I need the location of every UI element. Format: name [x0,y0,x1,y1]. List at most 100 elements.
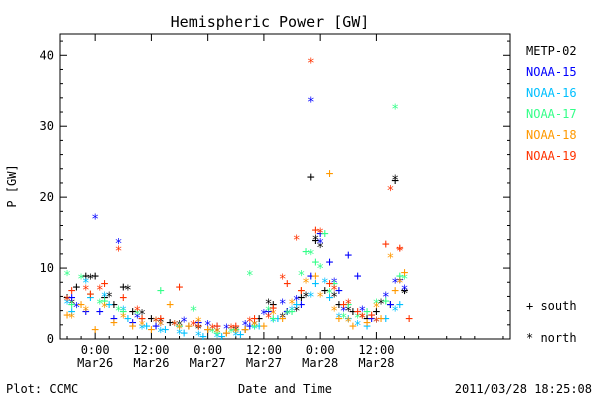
south-point: + [138,312,146,327]
south-point: + [344,248,352,263]
south-point: + [232,322,240,337]
south-point: + [68,298,76,313]
south-point: + [124,312,132,327]
south-point: + [382,237,390,252]
north-point: * [194,329,202,344]
south-point: + [307,269,315,284]
south-point: + [396,298,404,313]
y-tick-label: 20 [40,190,54,204]
north-point: * [279,298,287,313]
y-axis: 0 10 20 30 40 [40,40,510,346]
north-point: * [358,312,366,327]
x-tick-date-label: Mar26 [77,356,113,370]
north-point: * [194,315,202,330]
x-tick-time-label: 12:00 [133,343,169,357]
north-point: * [297,269,305,284]
north-point: * [68,312,76,327]
south-point: + [82,269,90,284]
north-point: * [293,305,301,320]
south-point: + [147,312,155,327]
north-point: * [232,326,240,341]
north-point: * [157,326,165,341]
north-point: * [391,276,399,291]
north-point: * [401,283,409,298]
south-point: + [72,280,80,295]
north-point: * [387,251,395,266]
north-point: * [246,269,254,284]
north-point: * [358,312,366,327]
north-point: * [401,287,409,302]
plot-frame [59,33,511,340]
south-point: + [297,298,305,313]
data-marks: +++ ++ +++ + + + + + +++ ++++++ + + + +++*** ** * * * * * **… [63,56,413,346]
north-point: * [82,305,90,320]
south-point: + [354,269,362,284]
south-point: + [162,322,170,337]
x-tick-time-label: 0:00 [81,343,110,357]
north-point: * [241,319,249,334]
north-point: * [119,305,127,320]
x-tick-time-label: 0:00 [193,343,222,357]
south-point: + [326,276,334,291]
north-point: * [312,234,320,249]
south-point: + [143,319,151,334]
north-point: * [105,290,113,305]
north-point: * [293,234,301,249]
south-point: + [87,290,95,305]
legend: METP-02 NOAA-15 NOAA-16 NOAA-17 NOAA-18 NOAA-… [526,44,577,163]
south-point: + [396,241,404,256]
north-point: * [87,273,95,288]
north-point: * [344,315,352,330]
south-point: + [354,305,362,320]
marker-legend: + south * north [526,299,577,345]
north-point: * [232,324,240,339]
north-point: * [387,184,395,199]
south-point: + [91,269,99,284]
south-point: + [387,298,395,313]
x-tick-time-label: 12:00 [358,343,394,357]
south-point: + [269,301,277,316]
south-point: + [194,319,202,334]
north-point: * [330,305,338,320]
south-point: + [312,276,320,291]
south-point: + [293,298,301,313]
south-point: + [87,287,95,302]
x-tick-date-label: Mar28 [302,356,338,370]
south-point: + [335,283,343,298]
north-point: * [265,305,273,320]
north-point: * [152,315,160,330]
legend-item-noaa-15: NOAA-15 [526,65,577,79]
north-point: * [194,322,202,337]
north-point: * [307,248,315,263]
north-point: * [265,312,273,327]
north-point: * [269,315,277,330]
north-point: * [124,283,132,298]
south-point: + [110,298,118,313]
south-point: + [101,294,109,309]
south-point: + [274,312,282,327]
north-point: * [96,283,104,298]
south-point: + [396,273,404,288]
north-point: * [316,290,324,305]
north-point: * [133,312,141,327]
north-point: * [246,315,254,330]
south-point: + [316,227,324,242]
x-tick-date-label: Mar27 [190,356,226,370]
y-tick-label: 30 [40,119,54,133]
south-point: + [283,276,291,291]
north-point: * [77,273,85,288]
south-point: + [251,312,259,327]
series-noaa-17: ++ ++ +++ + + + + + ++++++ +++* ** * * * *** *** ****** *… [63,102,408,340]
south-point: + [279,312,287,327]
north-point: * [133,308,141,323]
north-point: * [119,312,127,327]
north-point: * [279,312,287,327]
north-point: * [316,262,324,277]
south-point: + [91,322,99,337]
south-point: + [87,287,95,302]
south-point: + [288,305,296,320]
north-point: * [330,290,338,305]
north-point: * [391,102,399,117]
north-point: * [302,276,310,291]
